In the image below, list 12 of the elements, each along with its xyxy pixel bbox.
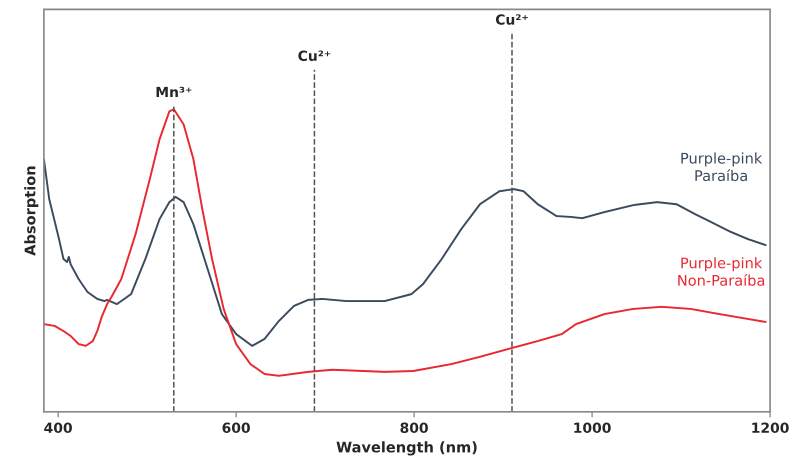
x-tick-label: 1200	[752, 422, 789, 434]
y-axis-title: Absorption	[24, 166, 38, 256]
x-tick-label: 400	[44, 422, 72, 434]
ref-line-label: Cu²⁺	[298, 50, 330, 62]
x-tick-label: 800	[400, 422, 428, 434]
series-label: Purple-pink Paraíba	[681, 152, 762, 182]
x-tick-label: 1000	[574, 422, 611, 434]
ref-line-label: Mn³⁺	[156, 86, 192, 98]
x-tick-label: 600	[222, 422, 250, 434]
series-label: Purple-pink Non-Paraíba	[678, 257, 764, 286]
x-axis-title: Wavelength (nm)	[336, 441, 477, 456]
ref-line-label: Cu²⁺	[496, 14, 528, 25]
